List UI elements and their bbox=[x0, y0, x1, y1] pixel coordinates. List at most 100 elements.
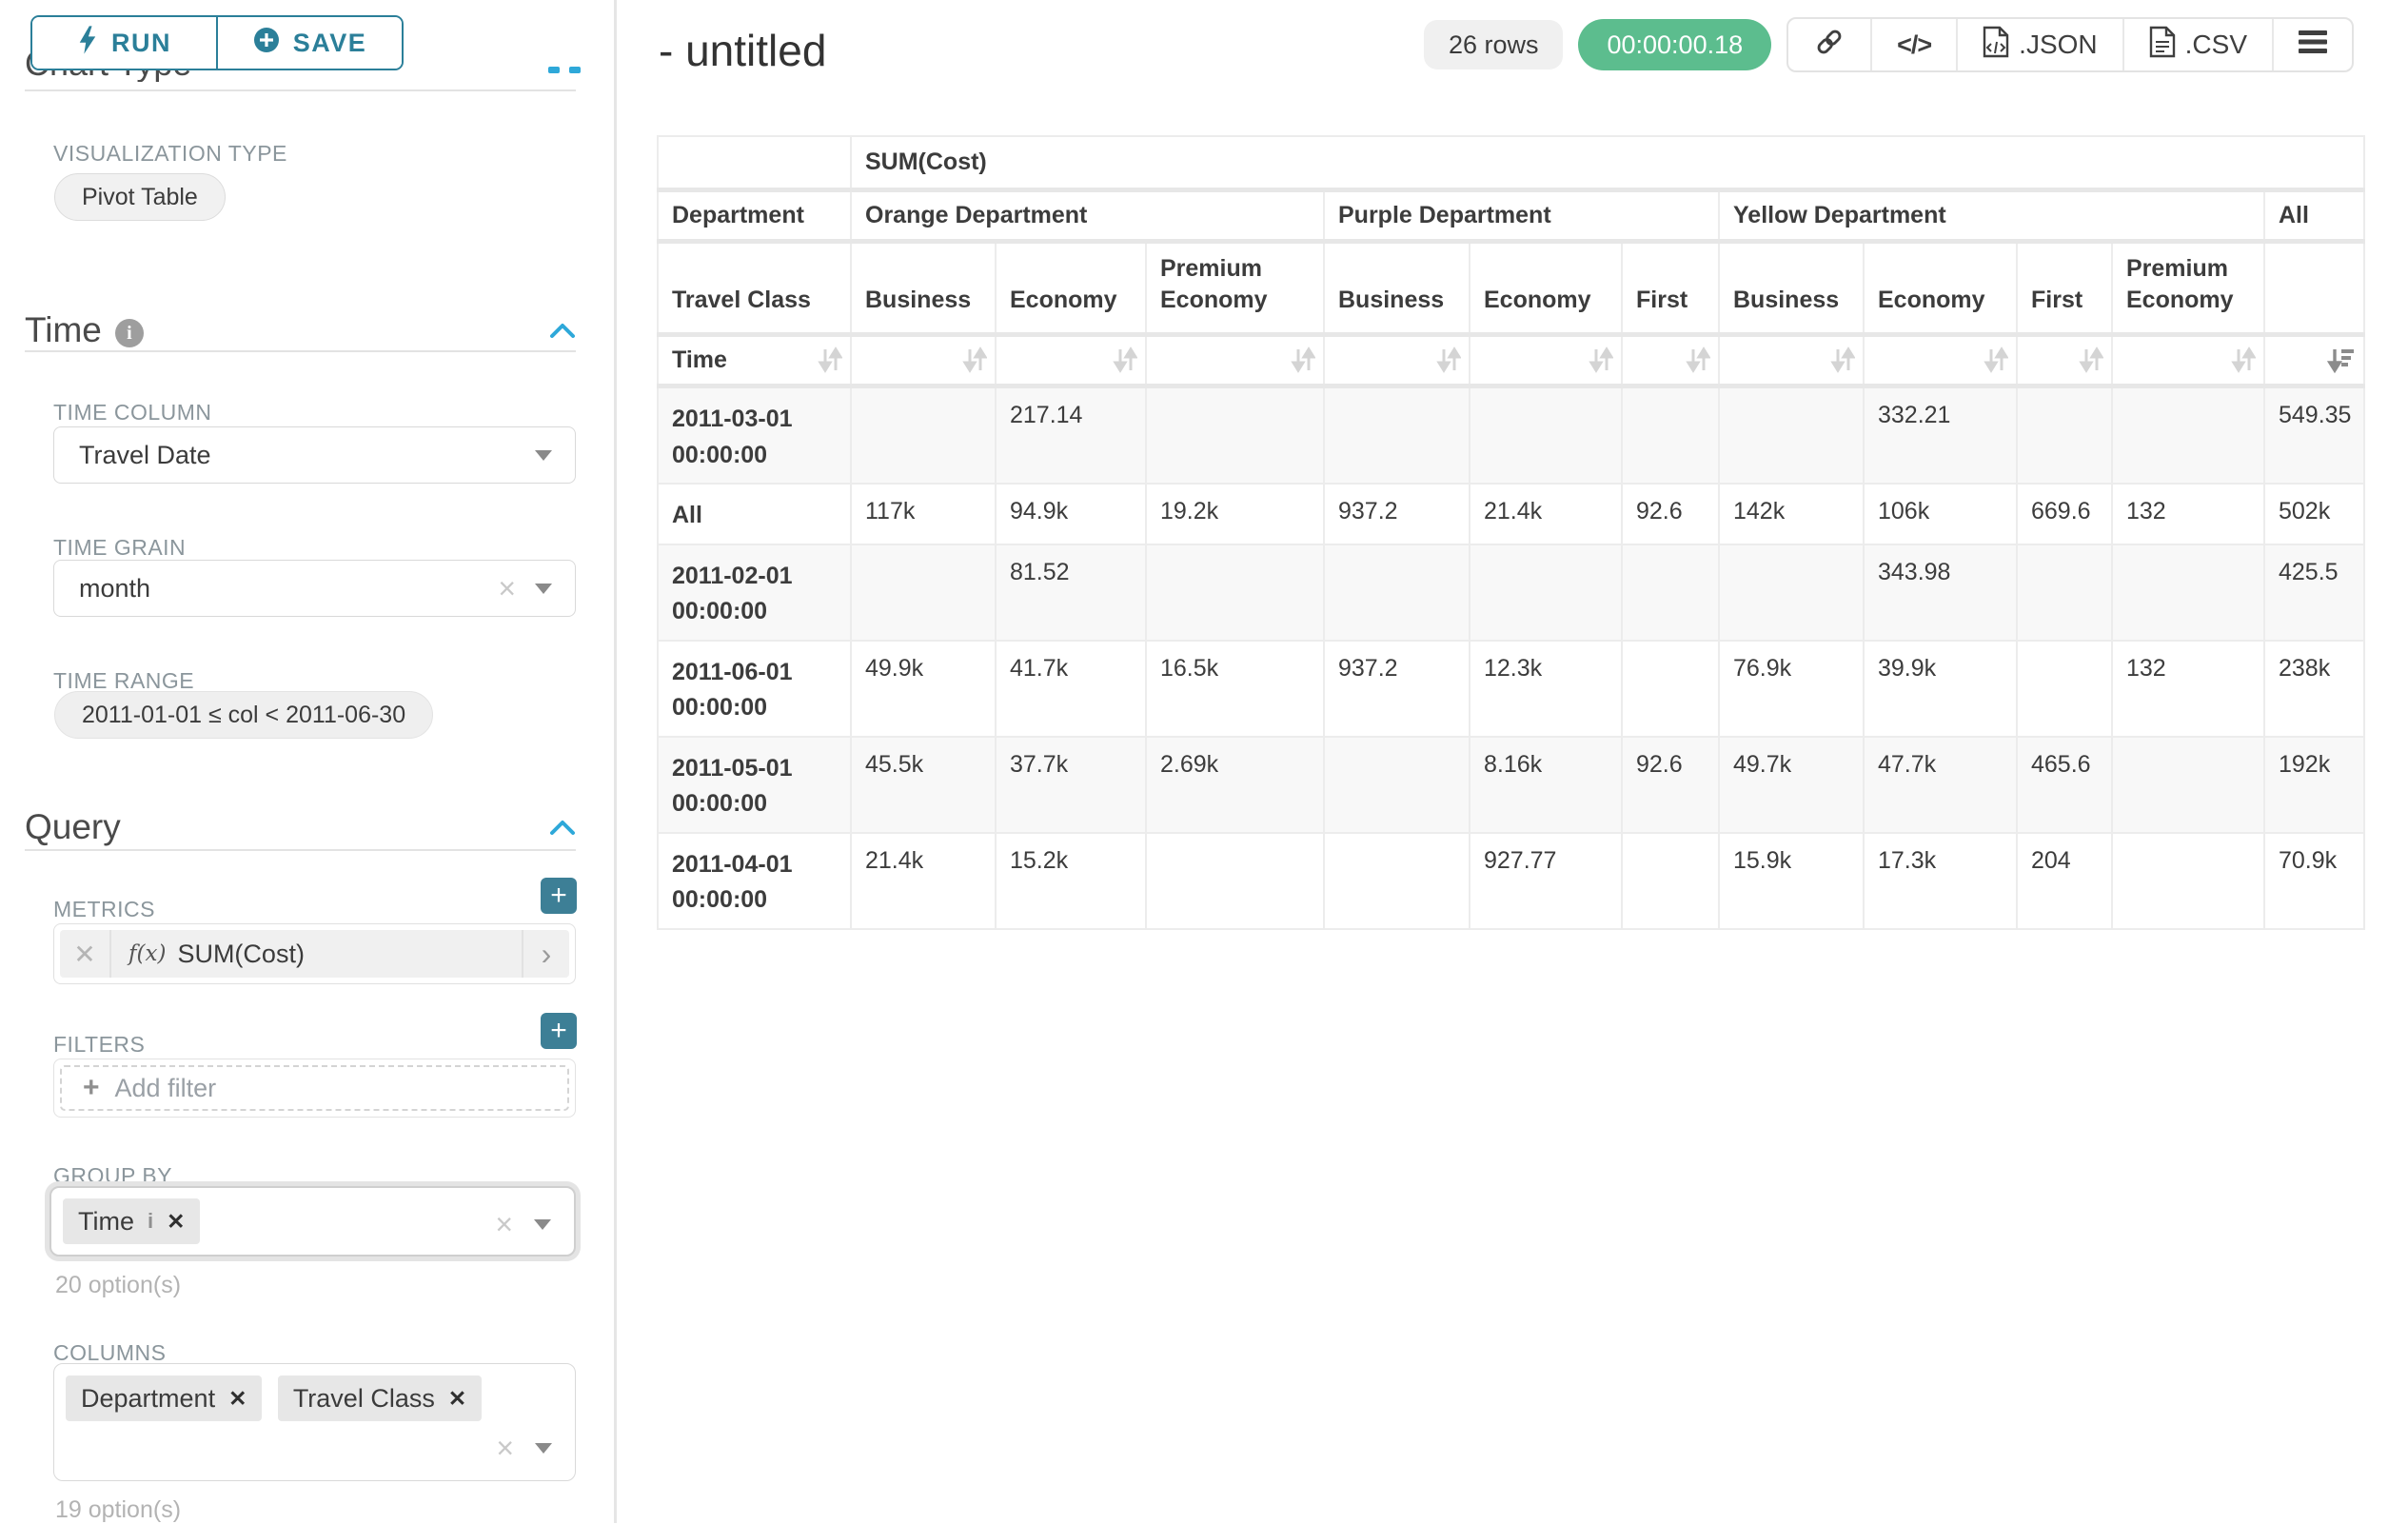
value-cell: 49.9k bbox=[850, 639, 997, 738]
column-sort-header[interactable] bbox=[995, 333, 1147, 388]
column-sort-header[interactable] bbox=[1469, 333, 1623, 388]
clear-icon[interactable]: × bbox=[498, 571, 516, 605]
columns-select[interactable]: Department ✕ Travel Class ✕ × bbox=[53, 1363, 576, 1481]
value-cell: 669.6 bbox=[2016, 483, 2113, 545]
sort-toggle-icon[interactable] bbox=[1984, 346, 2008, 373]
sort-toggle-icon[interactable] bbox=[1436, 346, 1461, 373]
value-cell bbox=[1718, 543, 1865, 642]
column-sort-header[interactable] bbox=[2111, 333, 2265, 388]
sort-toggle-icon[interactable] bbox=[2079, 346, 2103, 373]
value-cell: 92.6 bbox=[1621, 483, 1720, 545]
divider bbox=[25, 89, 576, 91]
remove-metric-icon[interactable]: ✕ bbox=[60, 930, 111, 978]
add-metric-button[interactable]: + bbox=[541, 878, 577, 914]
export-json-button[interactable]: .JSON bbox=[1956, 19, 2122, 70]
value-cell: 81.52 bbox=[995, 543, 1147, 642]
row-header: 2011-03-01 00:00:00 bbox=[657, 385, 852, 485]
time-section-header[interactable]: Time i bbox=[25, 310, 144, 350]
export-csv-button[interactable]: .CSV bbox=[2122, 19, 2272, 70]
value-cell bbox=[1621, 831, 1720, 930]
column-sort-header[interactable] bbox=[1323, 333, 1470, 388]
value-cell: 502k bbox=[2262, 483, 2366, 545]
column-sort-header[interactable] bbox=[1863, 333, 2018, 388]
time-range-value[interactable]: 2011-01-01 ≤ col < 2011-06-30 bbox=[54, 691, 434, 739]
value-cell: 204 bbox=[2016, 831, 2113, 930]
chevron-right-icon[interactable]: › bbox=[522, 930, 569, 978]
run-button[interactable]: RUN bbox=[32, 17, 218, 69]
value-cell bbox=[2111, 831, 2265, 930]
menu-button[interactable] bbox=[2272, 19, 2352, 70]
lightning-bolt-icon bbox=[77, 25, 98, 61]
value-cell: 332.21 bbox=[1863, 385, 2018, 485]
info-icon: i bbox=[148, 1209, 154, 1233]
value-cell bbox=[1621, 639, 1720, 738]
plus-circle-icon bbox=[253, 27, 280, 60]
sort-toggle-icon[interactable] bbox=[2231, 346, 2256, 373]
table-row: 2011-04-01 00:00:00 21.4k 15.2k 927.77 15.9k… bbox=[657, 831, 2366, 930]
value-cell: 47.7k bbox=[1863, 735, 2018, 834]
time-range-label: TIME RANGE bbox=[53, 668, 195, 693]
travel-class-header: Business bbox=[850, 240, 997, 337]
chart-title: - untitled bbox=[659, 26, 827, 75]
panel-divider bbox=[614, 0, 617, 1523]
columns-tag: Travel Class ✕ bbox=[277, 1376, 483, 1421]
value-cell bbox=[1145, 543, 1325, 642]
time-grain-select[interactable]: month × bbox=[53, 560, 576, 617]
hamburger-menu-icon bbox=[2299, 30, 2327, 61]
function-icon: f(x) bbox=[128, 941, 167, 966]
value-cell bbox=[1621, 543, 1720, 642]
column-sort-header[interactable] bbox=[850, 333, 997, 388]
sort-desc-icon[interactable] bbox=[2327, 346, 2356, 373]
divider bbox=[25, 849, 576, 851]
time-column-label: TIME COLUMN bbox=[53, 400, 212, 425]
remove-tag-icon[interactable]: ✕ bbox=[228, 1385, 247, 1411]
value-cell: 12.3k bbox=[1469, 639, 1623, 738]
value-cell: 70.9k bbox=[2262, 831, 2366, 930]
value-cell: 343.98 bbox=[1863, 543, 2018, 642]
row-header: 2011-06-01 00:00:00 bbox=[657, 639, 852, 738]
share-link-button[interactable] bbox=[1788, 19, 1870, 70]
value-cell: 76.9k bbox=[1718, 639, 1865, 738]
clear-icon[interactable]: × bbox=[496, 1431, 514, 1465]
travel-class-header: First bbox=[2016, 240, 2113, 337]
group-by-select[interactable]: Time i ✕ × bbox=[49, 1186, 576, 1257]
value-cell bbox=[2111, 543, 2265, 642]
view-query-button[interactable]: </> bbox=[1870, 19, 1956, 70]
sort-toggle-icon[interactable] bbox=[1589, 346, 1613, 373]
sort-toggle-icon[interactable] bbox=[1291, 346, 1315, 373]
chevron-up-icon[interactable] bbox=[549, 819, 576, 841]
info-icon: i bbox=[114, 319, 144, 347]
value-cell: 132 bbox=[2111, 483, 2265, 545]
add-filter-plus-button[interactable]: + bbox=[541, 1013, 577, 1049]
columns-options-hint: 19 option(s) bbox=[55, 1496, 182, 1523]
results-area: SUM(Cost) Department Orange Department Purp… bbox=[657, 135, 2366, 930]
remove-tag-icon[interactable]: ✕ bbox=[167, 1208, 186, 1234]
value-cell: 192k bbox=[2262, 735, 2366, 834]
column-sort-header[interactable] bbox=[2016, 333, 2113, 388]
department-group-header: Orange Department bbox=[850, 188, 1325, 244]
time-column-select[interactable]: Travel Date bbox=[53, 426, 576, 484]
query-section-header[interactable]: Query bbox=[25, 807, 121, 846]
value-cell: 425.5 bbox=[2262, 543, 2366, 642]
column-sort-header[interactable] bbox=[1621, 333, 1720, 388]
value-cell bbox=[1323, 831, 1470, 930]
department-group-header: Yellow Department bbox=[1718, 188, 2265, 244]
remove-tag-icon[interactable]: ✕ bbox=[447, 1385, 467, 1411]
add-filter-button[interactable]: + Add filter bbox=[60, 1065, 569, 1111]
column-sort-header[interactable] bbox=[2262, 333, 2366, 388]
column-sort-header[interactable] bbox=[1718, 333, 1865, 388]
visualization-type-value[interactable]: Pivot Table bbox=[54, 173, 226, 221]
sort-toggle-icon[interactable] bbox=[1113, 346, 1137, 373]
time-sort-header[interactable]: Time bbox=[657, 333, 852, 388]
value-cell: 45.5k bbox=[850, 735, 997, 834]
column-sort-header[interactable] bbox=[1145, 333, 1325, 388]
clear-icon[interactable]: × bbox=[495, 1207, 513, 1241]
sort-toggle-icon[interactable] bbox=[1830, 346, 1855, 373]
sort-toggle-icon[interactable] bbox=[818, 346, 842, 373]
scrolled-icon-fragment bbox=[569, 67, 581, 73]
metric-chip[interactable]: ✕ f(x) SUM(Cost) › bbox=[60, 930, 569, 978]
save-button[interactable]: SAVE bbox=[218, 17, 402, 69]
sort-toggle-icon[interactable] bbox=[1686, 346, 1710, 373]
chevron-up-icon[interactable] bbox=[549, 322, 576, 344]
sort-toggle-icon[interactable] bbox=[962, 346, 987, 373]
